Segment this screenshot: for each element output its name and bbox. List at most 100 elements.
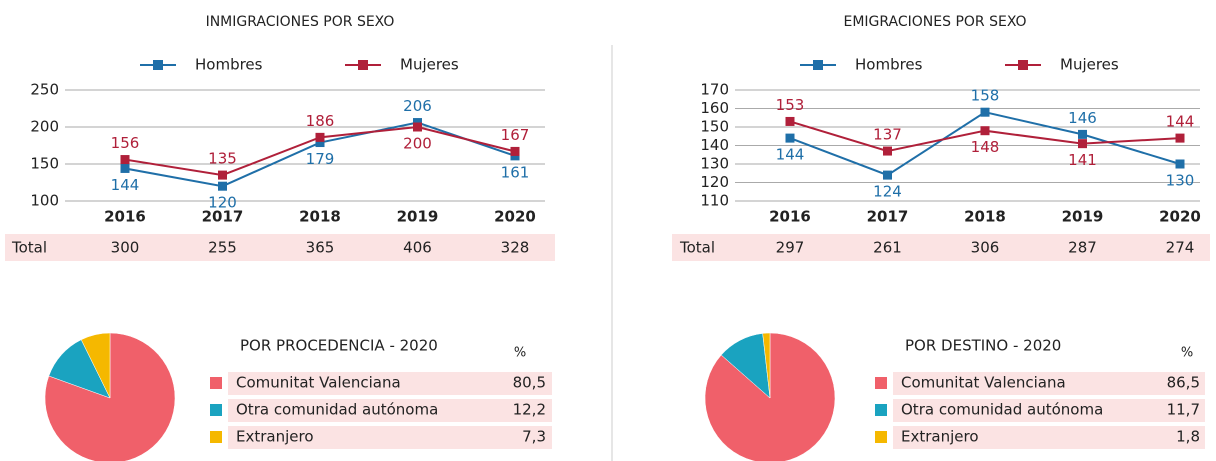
total-label: Total [679, 239, 715, 257]
total-value: 306 [971, 239, 1000, 257]
y-tick-label: 100 [30, 192, 59, 210]
total-value: 365 [306, 239, 335, 257]
data-label: 156 [111, 134, 140, 152]
total-label: Total [11, 239, 47, 257]
data-label: 120 [208, 194, 237, 212]
legend-value: 1,8 [1176, 428, 1200, 446]
y-tick-label: 200 [30, 118, 59, 136]
legend-value: 7,3 [522, 428, 546, 446]
legend-label: Mujeres [400, 56, 459, 74]
chart-title: EMIGRACIONES POR SEXO [843, 14, 1026, 30]
legend-value: 12,2 [513, 401, 546, 419]
x-tick-label: 2017 [867, 208, 909, 226]
point [883, 146, 892, 156]
legend-swatch [210, 431, 222, 443]
legend-row [228, 399, 552, 422]
point [120, 163, 130, 173]
point [315, 132, 325, 142]
legend-row [893, 399, 1205, 422]
legend-value: 86,5 [1167, 374, 1200, 392]
data-label: 148 [971, 138, 1000, 156]
legend-row [228, 426, 552, 449]
total-value: 300 [111, 239, 140, 257]
data-label: 153 [776, 96, 805, 114]
data-label: 186 [306, 112, 335, 130]
data-label: 124 [873, 183, 902, 201]
point [218, 181, 227, 191]
legend-marker [813, 60, 823, 70]
data-label: 144 [1166, 113, 1195, 131]
legend-row [893, 426, 1205, 449]
data-label: 161 [501, 163, 530, 181]
y-tick-label: 150 [30, 155, 59, 173]
total-value: 261 [873, 239, 902, 257]
data-label: 200 [403, 135, 432, 153]
total-row [672, 234, 1210, 261]
point [785, 116, 795, 126]
x-tick-label: 2016 [769, 208, 811, 226]
data-label: 206 [403, 97, 432, 115]
legend-label: Extranjero [236, 428, 314, 446]
total-value: 274 [1166, 239, 1195, 257]
legend-label: Mujeres [1060, 56, 1119, 74]
point [1078, 139, 1087, 149]
x-tick-label: 2020 [1159, 208, 1201, 226]
point [980, 126, 990, 136]
data-label: 179 [306, 150, 335, 168]
y-tick-label: 130 [700, 155, 729, 173]
total-value: 287 [1068, 239, 1097, 257]
point [315, 138, 325, 148]
point [883, 170, 892, 180]
legend-label: Comunitat Valenciana [901, 374, 1066, 392]
legend-swatch [875, 431, 887, 443]
legend-title: POR PROCEDENCIA - 2020 [240, 337, 438, 355]
legend-label: Comunitat Valenciana [236, 374, 401, 392]
total-row [5, 234, 555, 261]
point [1175, 133, 1185, 143]
legend-swatch [875, 404, 887, 416]
y-tick-label: 120 [700, 173, 729, 191]
legend-label: Hombres [195, 56, 263, 74]
legend-marker [1018, 60, 1028, 70]
legend-row [228, 372, 552, 395]
y-tick-label: 250 [30, 81, 59, 99]
x-tick-label: 2020 [494, 208, 536, 226]
total-value: 406 [403, 239, 432, 257]
x-tick-label: 2018 [964, 208, 1006, 226]
x-tick-label: 2017 [202, 208, 244, 226]
x-tick-label: 2019 [397, 208, 439, 226]
point [1078, 129, 1087, 139]
chart-title: INMIGRACIONES POR SEXO [206, 14, 395, 30]
data-label: 158 [971, 87, 1000, 105]
pie-slice [762, 332, 771, 399]
value-header: % [1181, 346, 1193, 361]
value-header: % [514, 346, 526, 361]
legend-swatch [875, 377, 887, 389]
point [785, 133, 795, 143]
legend-title: POR DESTINO - 2020 [905, 337, 1061, 355]
total-value: 297 [776, 239, 805, 257]
pie-slice [704, 332, 836, 461]
data-label: 130 [1166, 172, 1195, 190]
total-value: 328 [501, 239, 530, 257]
x-tick-label: 2016 [104, 208, 146, 226]
legend-label: Hombres [855, 56, 923, 74]
legend-label: Otra comunidad autónoma [901, 401, 1103, 419]
data-label: 137 [873, 126, 902, 144]
data-label: 167 [501, 126, 530, 144]
legend-value: 80,5 [513, 374, 546, 392]
point [1175, 159, 1185, 169]
y-tick-label: 110 [700, 192, 729, 210]
data-label: 144 [776, 146, 805, 164]
legend-swatch [210, 377, 222, 389]
data-label: 144 [111, 176, 140, 194]
y-tick-label: 140 [700, 136, 729, 154]
legend-swatch [210, 404, 222, 416]
point [413, 122, 422, 132]
legend-label: Otra comunidad autónoma [236, 401, 438, 419]
point [218, 170, 227, 180]
total-value: 255 [208, 239, 237, 257]
point [510, 146, 520, 156]
x-tick-label: 2019 [1062, 208, 1104, 226]
